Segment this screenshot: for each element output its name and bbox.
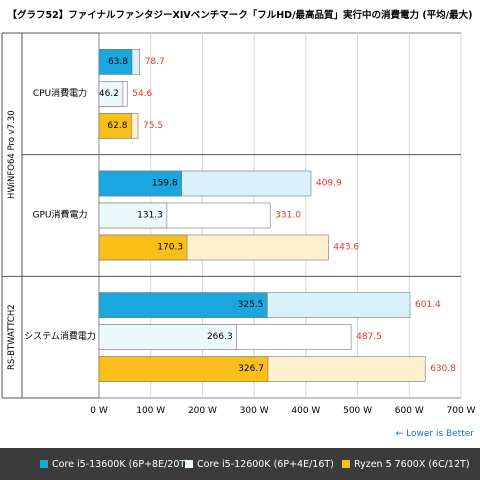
group-label: RS-BTWATTCH2 xyxy=(7,304,17,370)
x-tick-label: 600 W xyxy=(395,406,424,416)
data-label-max: 75.5 xyxy=(143,121,163,131)
data-label-max: 487.5 xyxy=(356,332,382,342)
data-label-avg: 170.3 xyxy=(157,243,183,253)
legend-label: Core i5-12600K (6P+4E/16T) xyxy=(197,458,334,470)
data-label-max: 409.9 xyxy=(316,179,342,189)
bar-avg xyxy=(98,170,182,197)
bar-avg xyxy=(98,81,124,107)
legend-item: Core i5-12600K (6P+4E/16T) xyxy=(185,448,334,480)
data-label-avg: 326.7 xyxy=(238,364,264,374)
x-tick-label: 300 W xyxy=(240,406,269,416)
legend-label: Ryzen 5 7600X (6C/12T) xyxy=(354,458,470,470)
data-label-avg: 131.3 xyxy=(137,211,163,221)
x-tick-label: 100 W xyxy=(136,406,165,416)
x-tick-label: 0 W xyxy=(90,406,108,416)
x-tick-label: 200 W xyxy=(188,406,217,416)
data-label-avg: 325.5 xyxy=(238,300,264,310)
legend: Core i5-13600K (6P+8E/20T) Core i5-12600K… xyxy=(0,448,480,480)
legend-swatch xyxy=(40,460,48,468)
data-label-avg: 63.8 xyxy=(108,57,128,67)
legend-item: Core i5-13600K (6P+8E/20T) xyxy=(40,448,189,480)
data-label-avg: 159.8 xyxy=(152,179,178,189)
plot-area: HWiNFO64 Pro v7.30 RS-BTWATTCH2 CPU消費電力 63.… xyxy=(1,32,476,439)
data-label-max: 78.7 xyxy=(145,57,165,67)
legend-item: Ryzen 5 7600X (6C/12T) xyxy=(342,448,470,480)
category-label: CPU消費電力 xyxy=(33,87,87,99)
bar-avg xyxy=(98,324,238,350)
group-label: HWiNFO64 Pro v7.30 xyxy=(7,110,17,199)
data-label-max: 630.8 xyxy=(430,364,456,374)
chart-title: 【グラフ52】ファイナルファンタジーXIVベンチマーク「フルHD/最高品質」実行… xyxy=(7,9,472,21)
x-tick-label: 500 W xyxy=(343,406,372,416)
category-label: システム消費電力 xyxy=(24,330,96,342)
data-label-max: 443.6 xyxy=(333,243,359,253)
bar-avg xyxy=(98,356,269,382)
category-label: GPU消費電力 xyxy=(33,209,88,221)
bar-avg xyxy=(98,49,133,75)
legend-swatch xyxy=(342,460,350,468)
bar-avg xyxy=(98,292,268,318)
x-tick-label: 400 W xyxy=(291,406,320,416)
data-label-avg: 46.2 xyxy=(99,89,119,99)
bar-avg xyxy=(98,113,132,139)
data-label-max: 331.0 xyxy=(275,211,301,221)
legend-label: Core i5-13600K (6P+8E/20T) xyxy=(52,458,189,470)
data-label-max: 54.6 xyxy=(132,89,152,99)
x-tick-label: 700 W xyxy=(447,406,476,416)
bar-avg xyxy=(98,234,188,261)
data-label-avg: 266.3 xyxy=(207,332,233,342)
data-label-avg: 62.8 xyxy=(107,121,127,131)
data-label-max: 601.4 xyxy=(415,300,441,310)
legend-swatch xyxy=(185,460,193,468)
bar-avg xyxy=(98,202,168,229)
annotation-lower-is-better: ← Lower is Better xyxy=(396,429,475,439)
